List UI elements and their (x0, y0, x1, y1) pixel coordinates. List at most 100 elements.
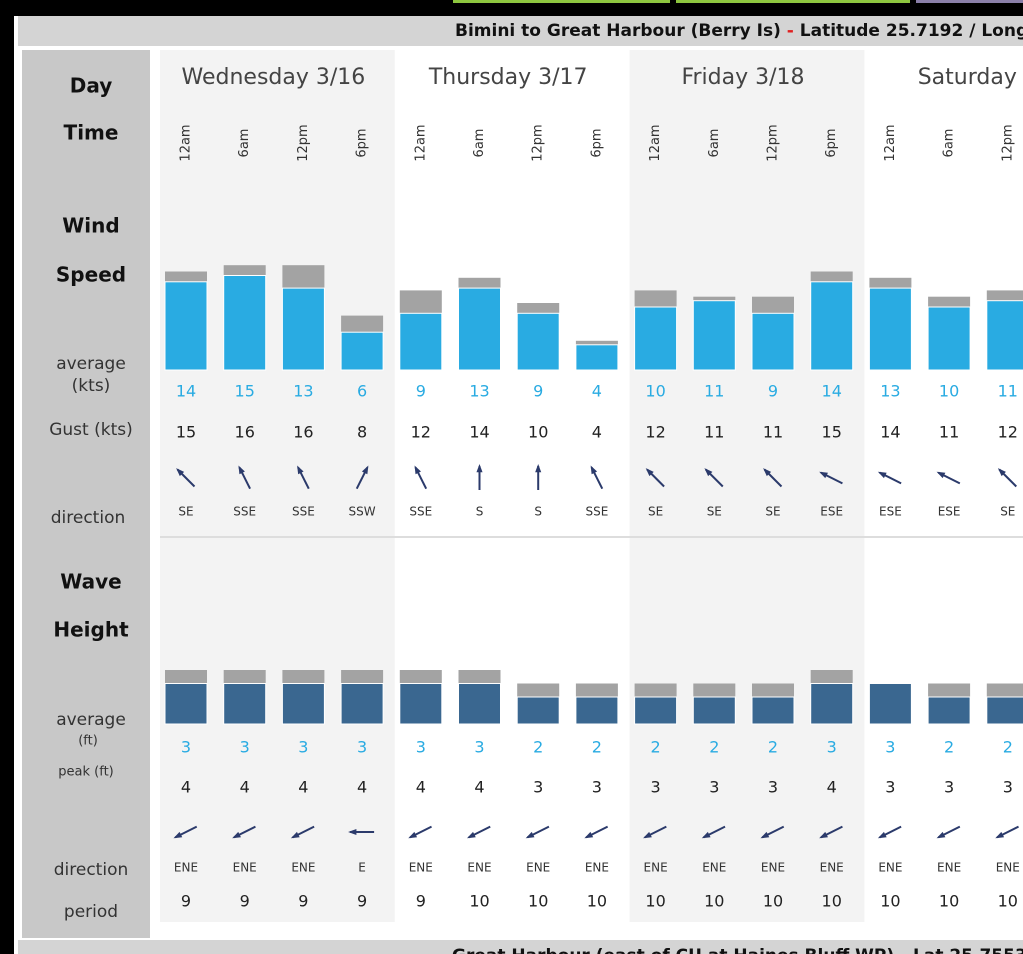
wave-average: 3 (240, 738, 250, 757)
direction-arrow (525, 825, 550, 839)
row-label: average (56, 354, 126, 374)
wind-average: 10 (939, 382, 959, 401)
wind-gust: 14 (880, 423, 900, 442)
wind-direction: S (534, 505, 542, 519)
wave-average: 2 (944, 738, 954, 757)
wave-peak: 3 (885, 778, 895, 797)
direction-arrow (297, 465, 310, 490)
direction-arrow (997, 468, 1017, 488)
arrow-head (819, 831, 828, 839)
direction-arrow (238, 465, 251, 490)
wave-direction: ENE (996, 861, 1020, 875)
wave-period: 10 (939, 892, 959, 911)
row-label: period (64, 902, 118, 922)
wind-direction: SE (178, 505, 193, 519)
wind-average: 9 (533, 382, 543, 401)
tab[interactable] (676, 0, 910, 3)
arrow-head (997, 468, 1006, 477)
time-label: 12am (883, 124, 898, 161)
direction-arrow (173, 825, 198, 839)
direction-arrow (290, 825, 315, 839)
wind-bar (340, 331, 384, 371)
wind-bar (986, 300, 1023, 371)
wave-period: 9 (416, 892, 426, 911)
wave-bar (340, 683, 384, 725)
wave-average: 2 (651, 738, 661, 757)
arrow-head (936, 831, 946, 839)
wind-gust: 12 (411, 423, 431, 442)
wind-bar (927, 306, 971, 371)
wave-average: 2 (768, 738, 778, 757)
wave-period: 10 (998, 892, 1018, 911)
wave-period: 9 (357, 892, 367, 911)
wind-average: 10 (645, 382, 665, 401)
direction-arrow (643, 825, 667, 839)
row-label: (kts) (72, 376, 111, 396)
time-label: 6am (472, 129, 487, 158)
wind-bar (399, 312, 443, 371)
wind-gust: 15 (822, 423, 842, 442)
wave-period: 10 (528, 892, 548, 911)
arrow-head (361, 465, 369, 475)
wind-direction: SSE (233, 505, 256, 519)
wave-peak: 3 (533, 778, 543, 797)
tab[interactable] (916, 0, 1023, 3)
row-label: average (56, 710, 126, 730)
arrow-head (466, 831, 476, 839)
route-coords: Latitude 25.7192 / Longitu (800, 21, 1023, 41)
wave-peak: 4 (827, 778, 837, 797)
arrow-head (936, 471, 946, 479)
wind-bar (634, 306, 678, 371)
wave-bar (986, 696, 1023, 725)
wave-direction: ENE (644, 861, 668, 875)
wind-direction: SSW (349, 505, 376, 519)
direction-arrow (877, 825, 902, 839)
wave-bar (751, 696, 795, 725)
direction-arrow (176, 468, 196, 488)
wave-peak: 4 (181, 778, 191, 797)
arrow-head (701, 831, 711, 839)
row-label: Wave (60, 570, 121, 594)
wave-average: 3 (416, 738, 426, 757)
wind-bar (751, 312, 795, 371)
time-label: 12am (179, 124, 194, 161)
wind-direction: SE (707, 505, 722, 519)
arrow-head (348, 828, 357, 836)
wave-peak: 4 (416, 778, 426, 797)
left-border (0, 0, 14, 954)
wave-bar (692, 696, 736, 725)
wave-direction: ENE (702, 861, 726, 875)
next-route-title: Great Harbour (east of CU at Haines Bluf… (452, 946, 1023, 954)
tab[interactable] (453, 0, 670, 3)
row-label: Gust (kts) (49, 420, 133, 440)
wave-peak: 4 (298, 778, 308, 797)
wave-peak: 3 (592, 778, 602, 797)
label-column (22, 50, 150, 938)
wind-bar (281, 287, 325, 371)
direction-arrow (590, 465, 604, 490)
wind-gust: 12 (998, 423, 1018, 442)
wind-gust: 4 (592, 423, 602, 442)
direction-arrow (414, 465, 428, 490)
wind-average: 9 (768, 382, 778, 401)
wave-direction: ENE (174, 861, 198, 875)
wind-direction: ESE (938, 505, 961, 519)
time-label: 6am (237, 129, 252, 158)
wind-bar (810, 281, 854, 371)
wave-direction: ENE (526, 861, 550, 875)
wave-direction: ENE (233, 861, 257, 875)
wave-peak: 3 (1003, 778, 1013, 797)
row-label: Wind (62, 214, 119, 238)
wind-direction: SE (648, 505, 663, 519)
day-header: Wednesday 3/16 (182, 65, 366, 90)
direction-arrow (584, 825, 609, 839)
route-header (18, 16, 1023, 46)
time-label: 12pm (531, 124, 546, 161)
time-label: 12am (648, 124, 663, 161)
direction-arrow (819, 471, 843, 485)
wind-gust: 11 (704, 423, 724, 442)
wave-average: 2 (709, 738, 719, 757)
arrow-head (763, 468, 772, 477)
wind-bar (868, 287, 912, 371)
